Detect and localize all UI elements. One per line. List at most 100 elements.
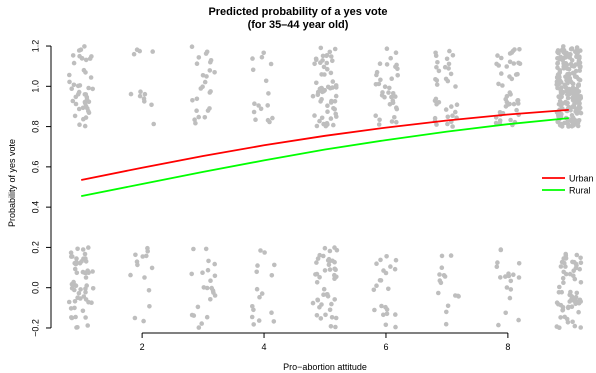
data-point-yes (204, 74, 209, 79)
data-point-no (321, 286, 327, 292)
data-point-no (325, 294, 331, 299)
data-point-no (256, 318, 262, 323)
data-point-yes (507, 74, 512, 79)
data-point-no (441, 273, 447, 278)
data-point-no (557, 325, 562, 331)
data-point-yes (189, 44, 195, 49)
y-tick-label: 1.2 (30, 40, 40, 53)
x-tick-label: 4 (262, 342, 267, 352)
data-point-yes (576, 82, 581, 87)
y-tick-label: 0.8 (30, 120, 40, 133)
data-point-no (561, 280, 566, 286)
data-point-yes (436, 100, 442, 105)
data-point-no (516, 275, 522, 280)
data-point-no (328, 324, 334, 329)
data-point-yes (450, 53, 456, 58)
legend-label-urban: Urban (569, 174, 594, 184)
data-point-no (78, 296, 83, 301)
data-point-no (448, 253, 454, 258)
data-point-no (90, 286, 96, 291)
data-point-yes (571, 94, 576, 99)
data-point-yes (557, 57, 562, 62)
y-tick-label: 0.0 (30, 281, 40, 294)
data-point-no (72, 266, 78, 272)
data-point-yes (563, 85, 568, 90)
data-point-yes (384, 62, 390, 67)
data-point-yes (82, 100, 88, 106)
data-point-yes (573, 62, 578, 67)
data-point-yes (263, 78, 269, 84)
data-point-yes (90, 86, 95, 92)
data-point-yes (570, 115, 576, 121)
data-point-yes (82, 123, 88, 129)
data-point-no (83, 290, 88, 295)
data-point-yes (266, 91, 271, 96)
data-point-no (269, 310, 274, 316)
data-point-yes (142, 99, 147, 104)
data-point-no (439, 253, 445, 259)
data-point-no (208, 278, 213, 284)
data-point-no (140, 254, 145, 259)
data-point-yes (332, 99, 338, 104)
y-axis-label: Probability of yes vote (7, 139, 17, 227)
data-point-yes (384, 46, 390, 51)
data-point-yes (321, 88, 327, 94)
data-point-no (456, 294, 461, 299)
data-point-yes (329, 54, 334, 59)
data-point-yes (495, 53, 500, 58)
data-point-yes (387, 85, 392, 91)
x-axis: 2 4 6 8 (140, 332, 510, 352)
data-point-no (332, 259, 337, 265)
data-point-no (564, 316, 570, 322)
data-point-no (73, 283, 79, 289)
data-point-yes (557, 121, 563, 127)
data-point-yes (333, 83, 339, 88)
data-point-yes (131, 51, 137, 57)
data-point-yes (570, 70, 576, 76)
data-point-yes (250, 67, 256, 73)
data-point-no (318, 316, 324, 321)
data-point-yes (328, 116, 334, 121)
data-point-yes (373, 113, 379, 118)
data-point-no (132, 315, 138, 321)
data-point-no (563, 255, 569, 261)
data-point-no (333, 315, 339, 321)
data-point-no (257, 294, 262, 300)
data-point-yes (393, 50, 399, 55)
data-point-yes (445, 121, 450, 127)
data-point-yes (434, 122, 439, 127)
data-point-no (74, 259, 79, 265)
data-point-no (496, 322, 501, 328)
data-point-no (84, 283, 89, 288)
data-point-no (314, 313, 320, 318)
data-point-yes (566, 77, 571, 82)
data-point-no (562, 260, 567, 266)
data-point-no (498, 247, 504, 252)
data-point-no (393, 312, 398, 317)
data-point-yes (454, 102, 460, 107)
data-point-yes (324, 53, 330, 58)
data-point-yes (89, 54, 94, 59)
series-lines (81, 109, 569, 197)
data-point-no (310, 300, 316, 306)
data-point-no (560, 275, 566, 281)
data-point-no (578, 280, 584, 285)
data-point-yes (443, 107, 449, 112)
data-point-no (195, 304, 201, 310)
data-point-yes (258, 106, 264, 112)
data-point-yes (444, 56, 450, 62)
data-point-yes (389, 76, 395, 81)
data-point-no (567, 299, 572, 304)
data-point-no (329, 315, 335, 320)
series-line-rural (81, 117, 569, 197)
data-point-no (332, 266, 338, 272)
data-point-yes (443, 76, 449, 82)
data-point-yes (453, 84, 458, 89)
data-point-yes (192, 117, 197, 122)
data-point-no (254, 286, 260, 292)
data-point-no (144, 253, 149, 259)
data-point-yes (514, 107, 519, 113)
data-point-yes (555, 60, 560, 66)
data-point-yes (67, 72, 72, 78)
